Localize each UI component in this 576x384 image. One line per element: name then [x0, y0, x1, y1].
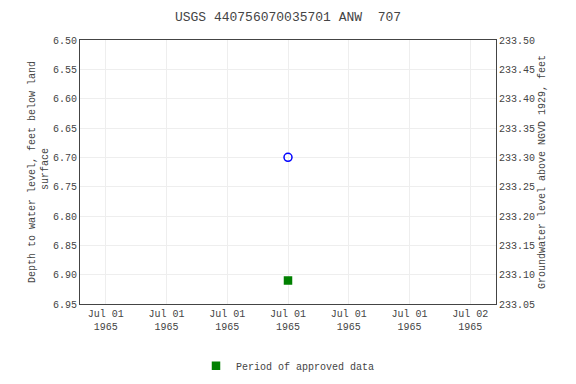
svg-text:6.70: 6.70 [53, 153, 77, 164]
svg-text:Jul 011965: Jul 011965 [391, 309, 427, 333]
svg-text:6.75: 6.75 [53, 182, 77, 193]
svg-text:6.60: 6.60 [53, 94, 77, 105]
svg-text:Depth to water level, feet bel: Depth to water level, feet below land su… [27, 61, 51, 283]
svg-text:Jul 011965: Jul 011965 [88, 309, 124, 333]
svg-text:6.80: 6.80 [53, 212, 77, 223]
svg-text:6.55: 6.55 [53, 65, 77, 76]
svg-text:Jul 011965: Jul 011965 [331, 309, 367, 333]
svg-text:233.40: 233.40 [499, 94, 535, 105]
svg-text:6.50: 6.50 [53, 36, 77, 47]
svg-text:233.45: 233.45 [499, 65, 535, 76]
svg-text:233.10: 233.10 [499, 270, 535, 281]
svg-text:USGS 440756070035701 ANW 707: USGS 440756070035701 ANW 707 [175, 10, 401, 25]
svg-text:6.65: 6.65 [53, 124, 77, 135]
svg-text:6.95: 6.95 [53, 300, 77, 311]
svg-text:Jul 011965: Jul 011965 [149, 309, 185, 333]
svg-text:233.30: 233.30 [499, 153, 535, 164]
svg-text:Jul 011965: Jul 011965 [209, 309, 245, 333]
svg-text:233.25: 233.25 [499, 182, 535, 193]
svg-text:233.05: 233.05 [499, 300, 535, 311]
svg-text:Period of approved data: Period of approved data [236, 362, 374, 373]
svg-text:Jul 011965: Jul 011965 [270, 309, 306, 333]
svg-text:6.85: 6.85 [53, 241, 77, 252]
svg-text:Jul 021965: Jul 021965 [452, 309, 488, 333]
svg-text:233.15: 233.15 [499, 241, 535, 252]
svg-text:Groundwater level above NGVD 1: Groundwater level above NGVD 1929, feet [537, 55, 548, 289]
svg-text:6.90: 6.90 [53, 270, 77, 281]
svg-text:233.20: 233.20 [499, 212, 535, 223]
svg-text:233.50: 233.50 [499, 36, 535, 47]
svg-text:233.35: 233.35 [499, 124, 535, 135]
